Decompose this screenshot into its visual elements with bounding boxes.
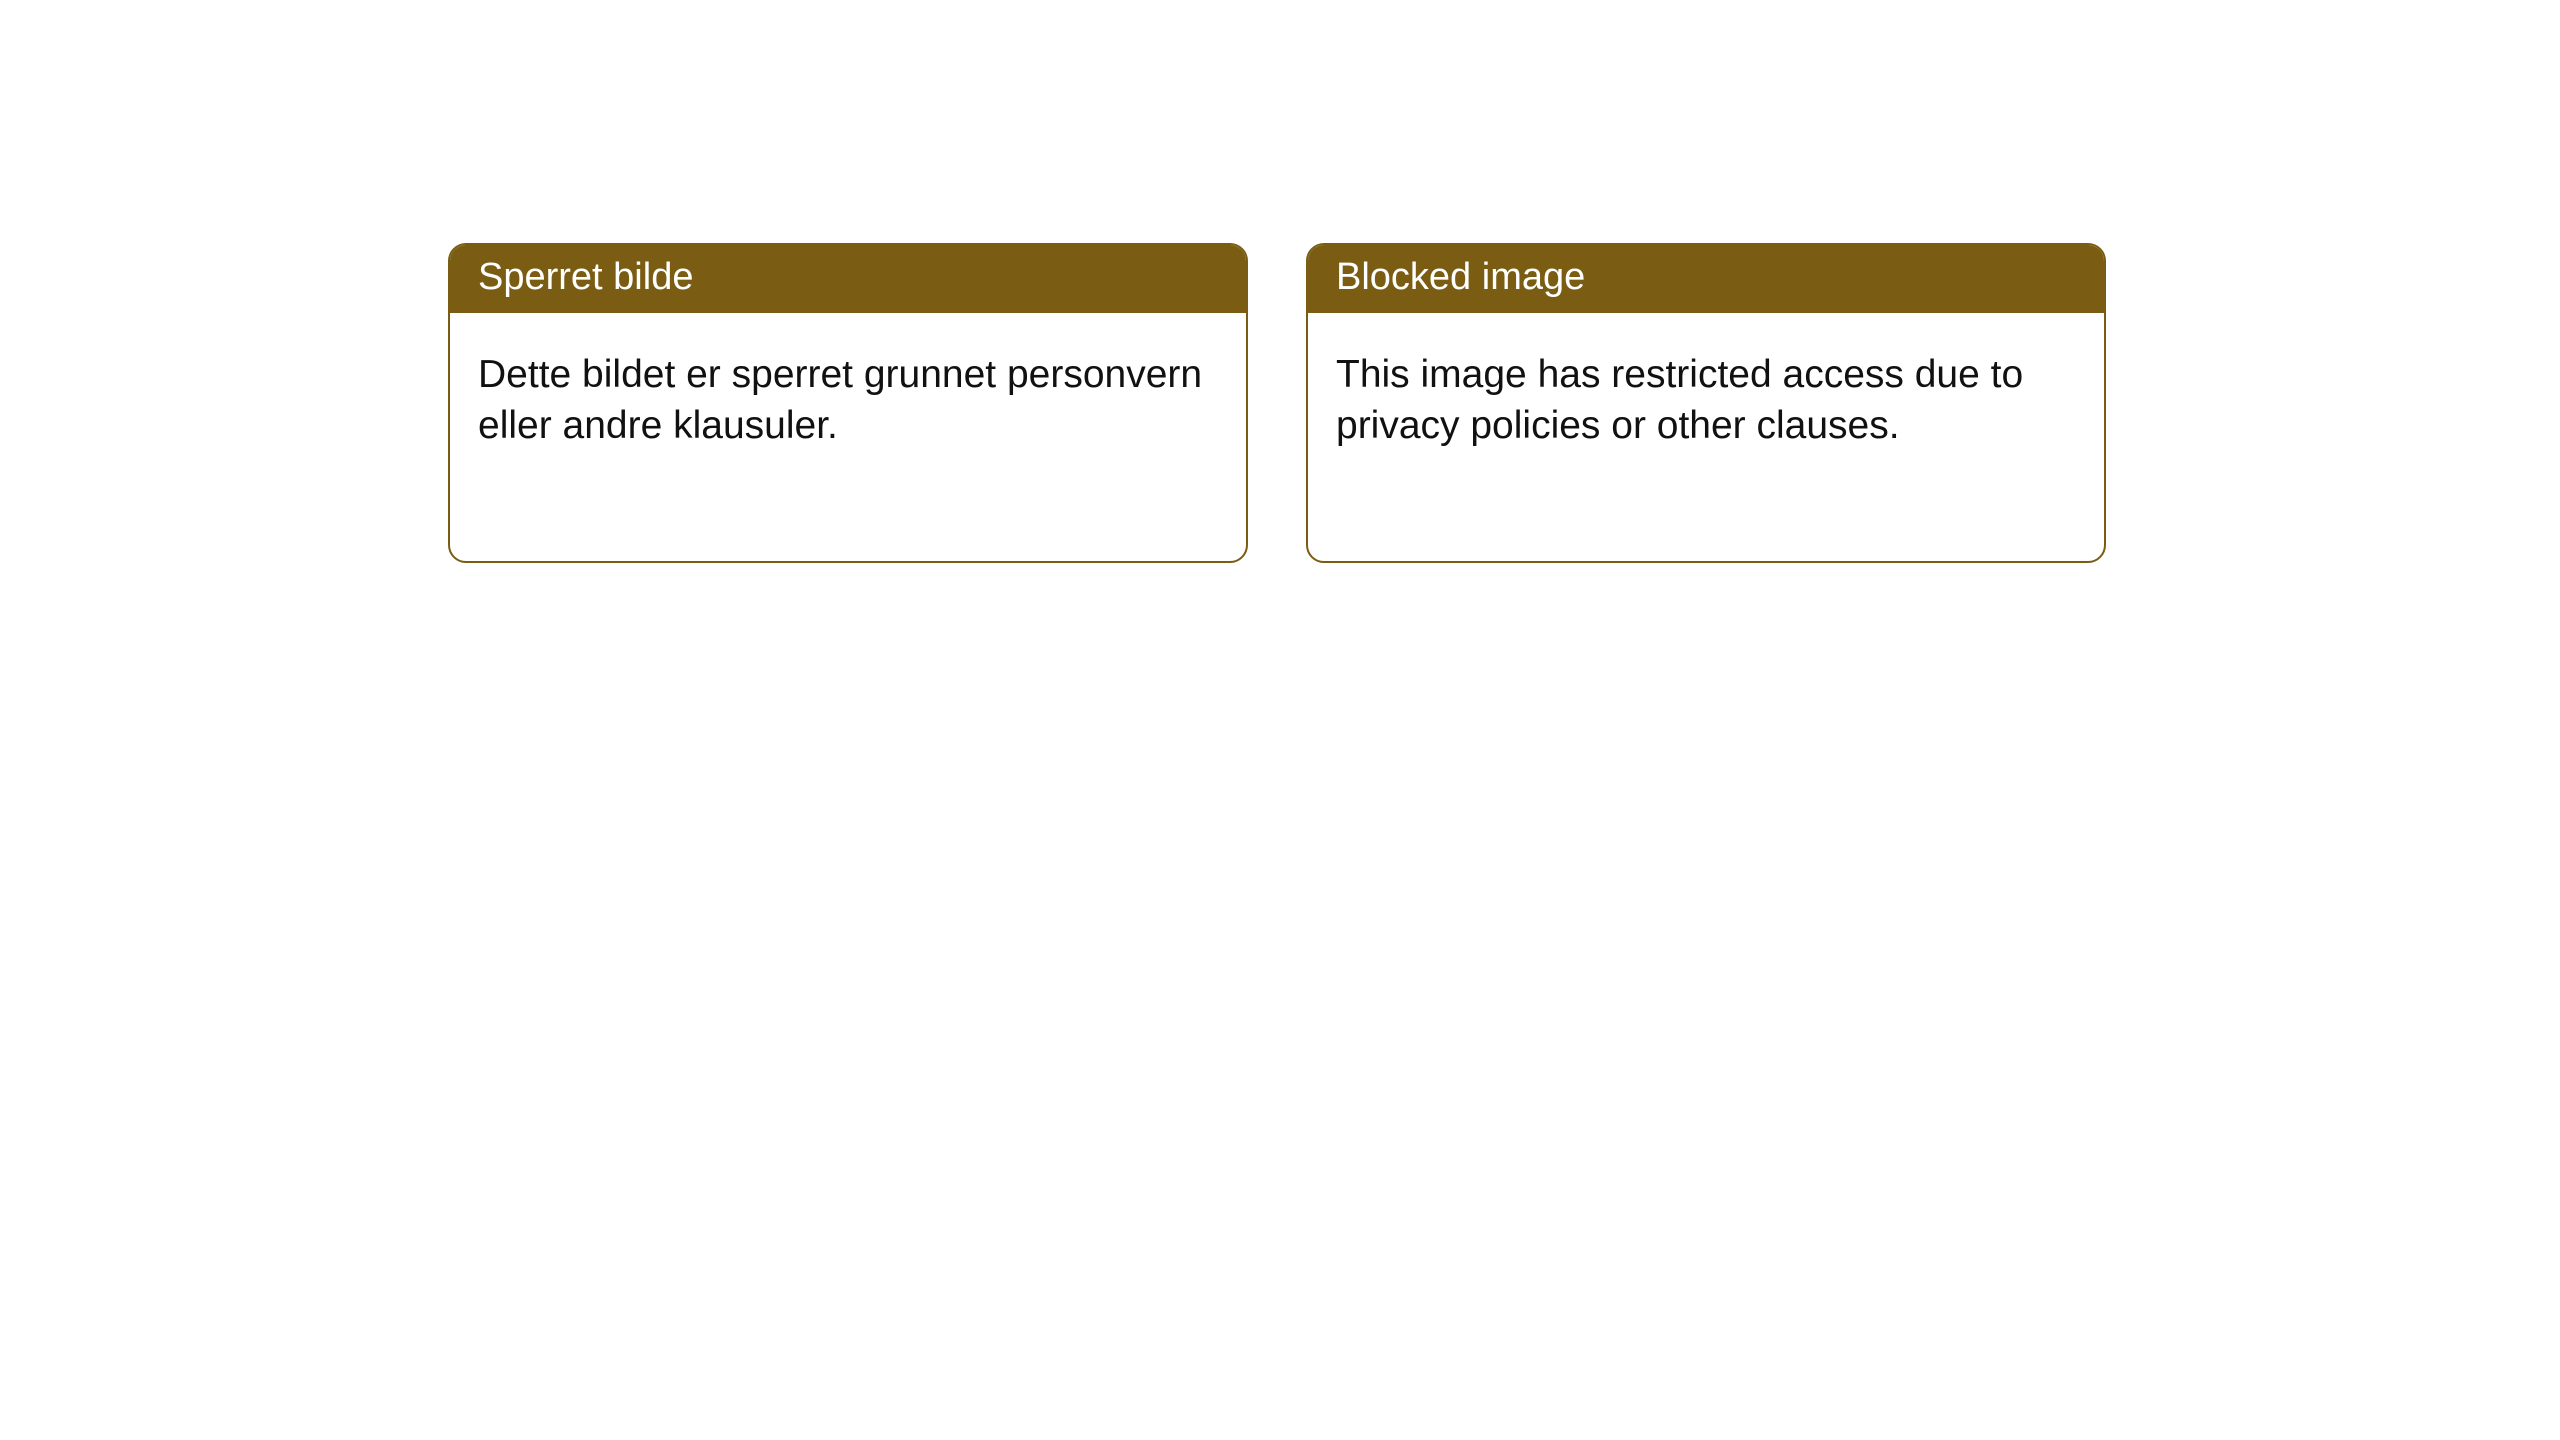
notice-card-no: Sperret bilde Dette bildet er sperret gr… [448, 243, 1248, 563]
notice-card-title-en: Blocked image [1308, 245, 2104, 313]
notice-card-body-no: Dette bildet er sperret grunnet personve… [450, 313, 1246, 561]
notice-cards-container: Sperret bilde Dette bildet er sperret gr… [448, 243, 2106, 563]
notice-card-title-no: Sperret bilde [450, 245, 1246, 313]
notice-card-en: Blocked image This image has restricted … [1306, 243, 2106, 563]
notice-card-body-en: This image has restricted access due to … [1308, 313, 2104, 561]
